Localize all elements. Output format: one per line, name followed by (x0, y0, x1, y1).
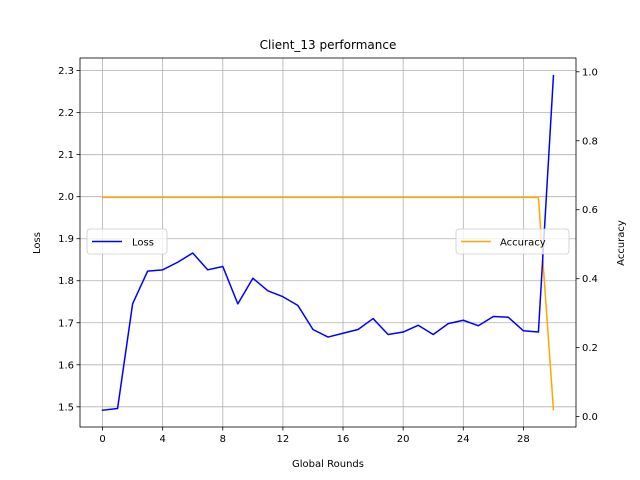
x-tick-label: 20 (397, 434, 410, 445)
y-left-tick-label: 1.9 (58, 234, 74, 245)
x-tick-label: 8 (220, 434, 226, 445)
y-left-tick-label: 2.0 (58, 192, 74, 203)
y-axis-right-title: Accuracy (616, 220, 627, 266)
y-right-tick-label: 0.2 (582, 343, 598, 354)
x-tick-label: 16 (337, 434, 350, 445)
x-axis-title: Global Rounds (292, 459, 364, 470)
loss-line (101, 74, 555, 412)
y-right-tick-label: 0.8 (582, 136, 598, 147)
legend-loss-label: Loss (132, 238, 154, 249)
y-left-tick-label: 2.2 (58, 108, 74, 119)
legend-accuracy-box (455, 228, 570, 255)
x-tick-label: 24 (457, 434, 470, 445)
y-left-tick-label: 2.1 (58, 150, 74, 161)
x-tick-label: 12 (277, 434, 290, 445)
y-right-tick-label: 0.6 (582, 205, 598, 216)
x-tick-label: 4 (159, 434, 165, 445)
y-right-tick-label: 0.4 (582, 274, 598, 285)
series-lines (101, 74, 555, 412)
axis-ticks: 0 4 8 12 16 20 24 28 1.5 1.6 1.7 1.8 1.9 2.0 2.1 2.2 2.3… (58, 66, 598, 445)
y-left-tick-label: 1.7 (58, 318, 74, 329)
x-tick-label: 28 (517, 434, 530, 445)
y-left-tick-label: 1.6 (58, 360, 74, 371)
accuracy-line (101, 196, 555, 411)
legend-loss-box (86, 228, 168, 255)
y-left-tick-label: 1.5 (58, 402, 74, 413)
x-tick-label: 0 (99, 434, 105, 445)
y-left-tick-label: 1.8 (58, 276, 74, 287)
y-right-tick-label: 0.0 (582, 412, 598, 423)
chart-title: Client_13 performance (260, 38, 397, 52)
plot-frame (79, 57, 577, 428)
y-left-tick-label: 2.3 (58, 66, 74, 77)
legend-loss: Loss (86, 228, 168, 255)
y-right-tick-label: 1.0 (582, 67, 598, 78)
legend-accuracy: Accuracy (455, 228, 570, 255)
legend-accuracy-label: Accuracy (500, 238, 546, 249)
y-axis-left-title: Loss (32, 232, 43, 254)
